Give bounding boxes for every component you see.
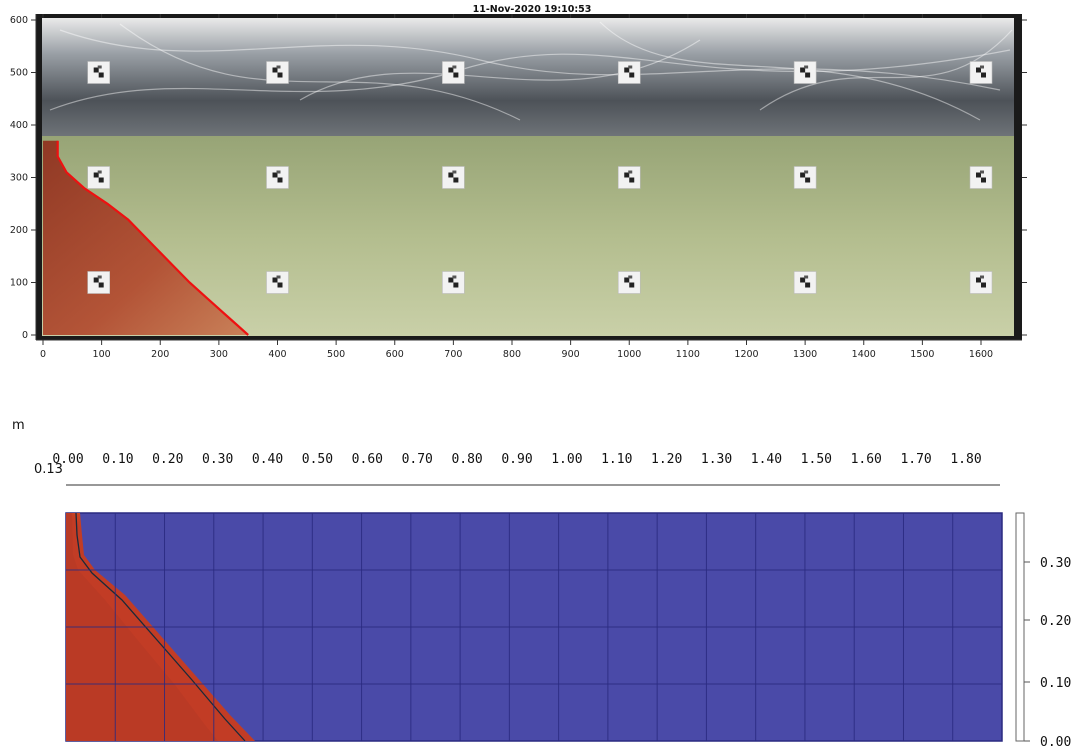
- sim-x-tick-label: 1.60: [851, 452, 882, 467]
- aruco-marker: [87, 61, 110, 84]
- sim-x-tick-label: 0.20: [152, 452, 183, 467]
- interface-curve: [56, 140, 249, 336]
- photo-x-tick-label: 800: [503, 349, 521, 360]
- aruco-marker: [87, 271, 110, 294]
- sim-grid-lines: [66, 513, 1002, 741]
- aruco-marker: [969, 271, 993, 294]
- sim-scale-bar: [1015, 512, 1025, 742]
- aruco-marker: [793, 166, 817, 189]
- sim-x-tick-label: 1.10: [601, 452, 632, 467]
- simulation-unit-label: m: [12, 418, 25, 433]
- aruco-marker: [617, 61, 641, 84]
- sim-x-tick-label: 0.80: [451, 452, 482, 467]
- aruco-marker: [793, 61, 817, 84]
- sim-x-tick-label: 0.10: [102, 452, 133, 467]
- photo-x-tick-label: 1600: [969, 349, 993, 360]
- sim-x-tick-label: 0.30: [202, 452, 233, 467]
- sim-x-tick-label: 0.50: [302, 452, 333, 467]
- photo-y-tick-label: 0: [22, 330, 28, 341]
- sim-x-tick-label: 1.50: [801, 452, 832, 467]
- photo-x-tick-label: 0: [40, 349, 46, 360]
- photo-y-tick-label: 400: [10, 120, 28, 131]
- photo-x-tick-label: 700: [444, 349, 462, 360]
- photo-x-tick-label: 1400: [852, 349, 876, 360]
- experiment-photo-plot: 0 100 200 300 400 500 600 700 800 900 1000 1100 1200…: [10, 4, 1027, 360]
- photo-x-tick-label: 1200: [734, 349, 758, 360]
- photo-x-tick-label: 400: [268, 349, 286, 360]
- aruco-marker: [969, 61, 993, 84]
- aruco-marker: [969, 166, 993, 189]
- sim-x-tick-label: 0.60: [352, 452, 383, 467]
- photo-x-tick-label: 1000: [617, 349, 641, 360]
- aruco-marker: [87, 166, 110, 189]
- sim-y-tick-label: 0.20: [1040, 614, 1071, 629]
- aruco-marker: [442, 271, 465, 294]
- photo-x-tick-label: 1100: [676, 349, 700, 360]
- photo-y-tick-label: 500: [10, 68, 28, 79]
- photo-timestamp: 11-Nov-2020 19:10:53: [473, 4, 592, 15]
- sim-x-tick-label: 0.70: [402, 452, 433, 467]
- photo-x-tick-label: 600: [386, 349, 404, 360]
- sim-y-tick-label: 0.10: [1040, 676, 1071, 691]
- sim-x-tick-label: 0.90: [501, 452, 532, 467]
- aruco-marker: [442, 61, 465, 84]
- position-markers: [87, 61, 993, 294]
- photo-x-tick-label: 900: [562, 349, 580, 360]
- photo-x-tick-label: 200: [151, 349, 169, 360]
- photo-x-tick-label: 100: [93, 349, 111, 360]
- photo-x-tick-label: 1300: [793, 349, 817, 360]
- photo-y-tick-label: 200: [10, 225, 28, 236]
- aruco-marker: [266, 166, 289, 189]
- sim-x-tick-label: 0.40: [252, 452, 283, 467]
- sim-x-tick-label: 1.40: [751, 452, 782, 467]
- sim-x-tick-label: 1.80: [950, 452, 981, 467]
- sim-x-tick-label: 1.30: [701, 452, 732, 467]
- aruco-marker: [617, 166, 641, 189]
- simulation-plot: m 0.13 0.00 0.10 0.20 0.30 0.40 0.50 0.60 0.70 0…: [12, 418, 1071, 750]
- aruco-marker: [266, 61, 289, 84]
- photo-y-tick-label: 300: [10, 173, 28, 184]
- gas-zone: [42, 18, 1014, 136]
- photo-y-tick-label: 100: [10, 278, 28, 289]
- photo-x-tick-label: 1500: [910, 349, 934, 360]
- sim-y-tick-label: 0.00: [1040, 735, 1071, 750]
- aruco-marker: [442, 166, 465, 189]
- aruco-marker: [266, 271, 289, 294]
- sim-x-tick-label: 0.00: [52, 452, 83, 467]
- sim-x-tick-label: 1.00: [551, 452, 582, 467]
- photo-x-tick-label: 300: [210, 349, 228, 360]
- aruco-marker: [617, 271, 641, 294]
- aruco-marker: [793, 271, 817, 294]
- photo-y-tick-label: 600: [10, 15, 28, 26]
- photo-x-tick-label: 500: [327, 349, 345, 360]
- simulation-offset-label: 0.13: [34, 462, 63, 477]
- sim-x-tick-label: 1.70: [900, 452, 931, 467]
- sim-x-tick-label: 1.20: [651, 452, 682, 467]
- sim-y-tick-label: 0.30: [1040, 556, 1071, 571]
